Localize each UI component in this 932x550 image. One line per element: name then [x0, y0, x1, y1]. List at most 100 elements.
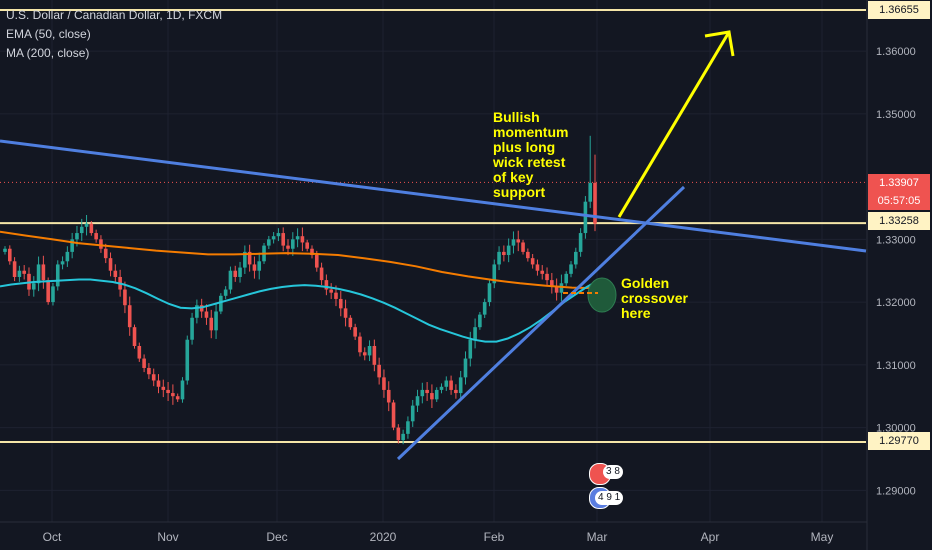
candle-body [103, 248, 108, 259]
y-tick-label: 1.31000 [876, 360, 916, 372]
candle-body [310, 248, 314, 256]
candle-body [223, 289, 228, 296]
candle-body [51, 286, 55, 303]
candle-body [267, 239, 271, 246]
candle-body [180, 380, 185, 400]
x-tick-label: Dec [266, 530, 287, 544]
candle-body [70, 239, 74, 252]
candle-body [228, 270, 233, 290]
candle-body [132, 327, 137, 346]
candle-body [348, 317, 353, 328]
candle-body [295, 236, 300, 240]
candle-body [343, 308, 348, 318]
x-tick-label: Apr [701, 530, 720, 544]
candle-body [190, 317, 194, 340]
bar-countdown-tag: 05:57:05 [868, 192, 930, 210]
candle-body [454, 389, 458, 394]
candle-body [391, 402, 396, 428]
candle-body [502, 251, 506, 256]
candle-body [377, 364, 381, 378]
ema-indicator-label[interactable]: EMA (50, close) [6, 27, 91, 41]
candle-body [219, 295, 223, 312]
annotation-line: of key [493, 169, 534, 185]
candle-body [276, 233, 281, 237]
candle-body [247, 251, 252, 265]
candle-body [449, 380, 453, 390]
candle-body [79, 226, 84, 234]
bullish-annotation: Bullish momentum plus long wick retest o… [493, 110, 568, 200]
candle-body [36, 264, 41, 284]
candle-body [554, 286, 559, 293]
candle-body [151, 374, 156, 381]
candle-body [463, 358, 468, 378]
candle-body [545, 273, 549, 281]
candle-body [171, 393, 175, 397]
candle-body [108, 258, 113, 271]
candle-body [415, 396, 420, 406]
candle-body [482, 302, 487, 315]
candle-body [94, 233, 98, 240]
candle-body [147, 367, 151, 375]
candle-body [420, 389, 425, 397]
candle-body [569, 264, 573, 274]
candle-body [497, 251, 501, 265]
candle-body [478, 314, 482, 328]
candle-body [578, 233, 583, 252]
candle-body [353, 327, 357, 337]
candle-body [458, 377, 463, 394]
candle-body [358, 336, 362, 353]
annotation-line: momentum [493, 124, 569, 140]
ma200-line [0, 230, 599, 290]
bullish-arrow-head [704, 30, 735, 57]
economic-events[interactable]: 3 8 4 9 1 [589, 463, 635, 519]
candle-body [511, 239, 516, 246]
candle-body [199, 305, 204, 312]
candle-body [209, 317, 214, 331]
ascending-trendline [396, 185, 686, 461]
x-tick-label: Mar [587, 530, 608, 544]
candle-body [588, 182, 593, 202]
candle-body [75, 233, 79, 240]
symbol-title: U.S. Dollar / Canadian Dollar, 1D, FXCM [6, 8, 223, 22]
y-tick-label: 1.29000 [876, 485, 916, 497]
candle-body [516, 239, 521, 243]
candle-body [362, 352, 367, 356]
candle-body [113, 270, 118, 277]
mid-support-price-tag: 1.33258 [868, 212, 930, 230]
annotation-line: crossover [621, 290, 688, 306]
candle-body [65, 251, 70, 262]
candle-body [271, 236, 276, 240]
annotation-line: here [621, 305, 651, 321]
candle-body [487, 283, 492, 303]
low-support-price-tag: 1.29770 [868, 432, 930, 450]
candle-body [127, 305, 132, 328]
candle-body [329, 289, 333, 293]
event-badge-count: 4 9 1 [595, 491, 624, 505]
candle-body [468, 339, 473, 359]
candle-body [367, 346, 372, 356]
candle-body [281, 233, 286, 246]
candle-body [84, 223, 89, 227]
candle-body [506, 245, 511, 256]
annotation-line: Bullish [493, 109, 540, 125]
candle-body [526, 251, 530, 259]
annotation-line: wick retest [493, 154, 566, 170]
ma-indicator-label[interactable]: MA (200, close) [6, 46, 90, 60]
candle-body [434, 389, 439, 400]
candle-body [430, 393, 434, 400]
y-tick-label: 1.35000 [876, 109, 916, 121]
candle-body [195, 305, 199, 318]
candle-body [46, 280, 50, 303]
annotation-line: Golden [621, 275, 670, 291]
event-badge-count: 3 8 [603, 465, 623, 479]
candle-body [535, 264, 540, 271]
candle-body [372, 346, 377, 365]
candle-body [550, 280, 554, 287]
candle-body [386, 389, 391, 403]
candle-body [406, 421, 410, 434]
candle-body [156, 380, 161, 387]
candle-body [286, 245, 290, 249]
